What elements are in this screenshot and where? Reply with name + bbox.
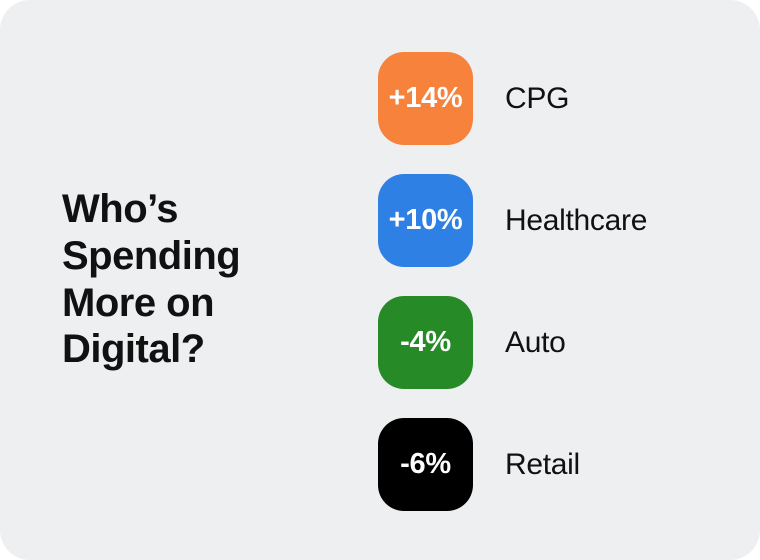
category-label-cpg: CPG [505,81,570,115]
category-label-healthcare: Healthcare [505,203,648,237]
category-label-retail: Retail [505,447,580,481]
list-item: +14% CPG [378,52,647,145]
list-item: +10% Healthcare [378,174,647,267]
value-badge-cpg: +14% [378,52,473,145]
value-badge-auto: -4% [378,296,473,389]
list-item: -6% Retail [378,418,647,511]
page-title: Who’s Spending More on Digital? [62,187,241,372]
value-badge-healthcare: +10% [378,174,473,267]
stat-list: +14% CPG +10% Healthcare -4% Auto -6% Re… [378,52,647,511]
list-item: -4% Auto [378,296,647,389]
category-label-auto: Auto [505,325,566,359]
value-badge-retail: -6% [378,418,473,511]
